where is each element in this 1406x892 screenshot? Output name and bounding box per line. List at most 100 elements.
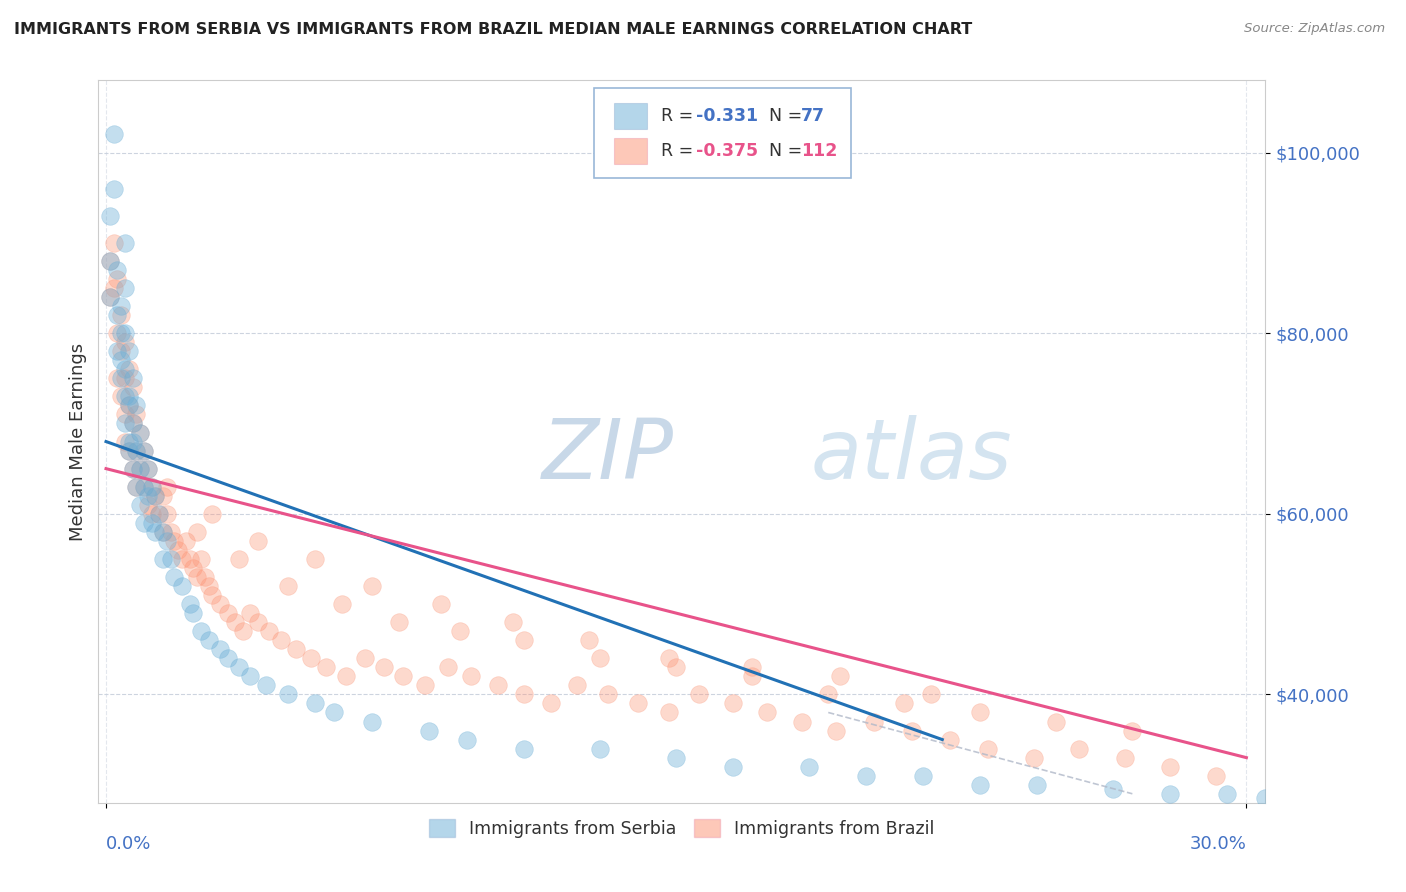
Point bbox=[114, 235, 136, 250]
Point bbox=[132, 480, 155, 494]
Point bbox=[824, 723, 846, 738]
Point bbox=[315, 660, 337, 674]
Point bbox=[129, 461, 152, 475]
Point bbox=[665, 750, 688, 764]
Point bbox=[183, 561, 205, 575]
Point bbox=[125, 443, 148, 458]
Point bbox=[828, 669, 851, 683]
Point bbox=[121, 434, 143, 449]
Point bbox=[361, 714, 384, 729]
Point bbox=[486, 678, 509, 692]
Point bbox=[103, 281, 125, 295]
Point bbox=[98, 253, 121, 268]
Point bbox=[141, 516, 163, 530]
Point bbox=[129, 425, 152, 440]
Point bbox=[790, 714, 813, 729]
Point bbox=[596, 687, 619, 701]
Point bbox=[186, 570, 208, 584]
Point bbox=[330, 597, 353, 611]
Point bbox=[217, 606, 239, 620]
Point bbox=[179, 597, 201, 611]
Point bbox=[132, 480, 155, 494]
Point bbox=[1102, 782, 1125, 797]
Point bbox=[437, 660, 460, 674]
Text: 112: 112 bbox=[801, 142, 838, 160]
Point bbox=[277, 687, 299, 701]
Text: N =: N = bbox=[758, 107, 807, 125]
Point bbox=[361, 579, 384, 593]
Point bbox=[110, 299, 132, 313]
Text: -0.375: -0.375 bbox=[696, 142, 758, 160]
Point bbox=[110, 353, 132, 368]
Point bbox=[145, 524, 167, 539]
Point bbox=[799, 760, 821, 774]
Point bbox=[98, 290, 121, 304]
Text: atlas: atlas bbox=[810, 416, 1012, 497]
Text: 0.0%: 0.0% bbox=[105, 835, 152, 854]
Point bbox=[136, 498, 159, 512]
Point bbox=[136, 461, 159, 475]
Point bbox=[247, 615, 270, 630]
Point bbox=[299, 651, 322, 665]
Point bbox=[373, 660, 395, 674]
Point bbox=[118, 443, 141, 458]
Point bbox=[132, 516, 155, 530]
Text: 30.0%: 30.0% bbox=[1189, 835, 1246, 854]
Point bbox=[156, 507, 179, 521]
Point bbox=[107, 344, 129, 359]
Point bbox=[197, 633, 219, 648]
Point bbox=[129, 498, 152, 512]
Point bbox=[110, 326, 132, 341]
Point bbox=[118, 398, 141, 412]
Text: IMMIGRANTS FROM SERBIA VS IMMIGRANTS FROM BRAZIL MEDIAN MALE EARNINGS CORRELATIO: IMMIGRANTS FROM SERBIA VS IMMIGRANTS FRO… bbox=[14, 22, 973, 37]
Point bbox=[239, 669, 262, 683]
Point bbox=[103, 181, 125, 195]
Point bbox=[163, 533, 186, 548]
Point bbox=[132, 443, 155, 458]
Point bbox=[912, 769, 935, 783]
Point bbox=[977, 741, 1000, 756]
Point bbox=[152, 524, 174, 539]
Point bbox=[415, 678, 437, 692]
Point bbox=[353, 651, 375, 665]
Point bbox=[114, 408, 136, 422]
Point bbox=[688, 687, 710, 701]
Point bbox=[190, 624, 212, 639]
Point bbox=[502, 615, 524, 630]
Point bbox=[589, 651, 612, 665]
Point bbox=[98, 290, 121, 304]
Point bbox=[107, 263, 129, 277]
Point bbox=[136, 461, 159, 475]
Point bbox=[114, 417, 136, 431]
Point bbox=[627, 697, 650, 711]
Point bbox=[391, 669, 413, 683]
Point bbox=[460, 669, 482, 683]
Point bbox=[232, 624, 254, 639]
Point bbox=[194, 570, 217, 584]
Text: N =: N = bbox=[758, 142, 807, 160]
Point bbox=[589, 741, 612, 756]
Point bbox=[721, 697, 744, 711]
Point bbox=[114, 371, 136, 385]
Point bbox=[152, 489, 174, 503]
Point bbox=[863, 714, 886, 729]
FancyBboxPatch shape bbox=[614, 138, 647, 164]
Point bbox=[118, 398, 141, 412]
Point bbox=[247, 533, 270, 548]
Point bbox=[186, 524, 208, 539]
Point bbox=[121, 417, 143, 431]
Point bbox=[107, 308, 129, 322]
Point bbox=[145, 489, 167, 503]
Point bbox=[125, 408, 148, 422]
Point bbox=[1159, 760, 1181, 774]
Point bbox=[1159, 787, 1181, 801]
Point bbox=[121, 380, 143, 394]
Point bbox=[1254, 791, 1277, 805]
Point bbox=[513, 741, 536, 756]
Point bbox=[254, 678, 277, 692]
Point bbox=[304, 697, 326, 711]
Point bbox=[855, 769, 877, 783]
Point bbox=[159, 524, 181, 539]
Point bbox=[323, 706, 346, 720]
Point bbox=[228, 660, 250, 674]
